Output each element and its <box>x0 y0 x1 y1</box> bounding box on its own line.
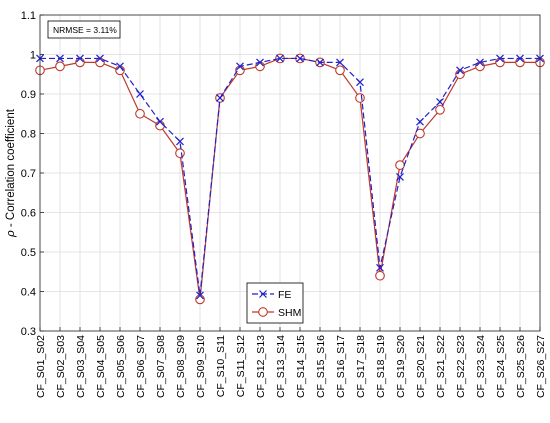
y-axis-label: ρ - Correlation coefficient <box>5 108 17 238</box>
x-tick-label: CF_S01_S02 <box>35 335 47 398</box>
data-point-shm <box>335 65 345 76</box>
data-point-shm <box>415 128 425 139</box>
series <box>35 53 545 305</box>
y-tick-label: 0.9 <box>21 89 36 101</box>
data-point-fe <box>236 62 244 71</box>
data-point-shm <box>375 270 385 281</box>
x-tick-label: CF_S19_S20 <box>395 335 407 398</box>
data-point-fe <box>276 54 284 63</box>
legend-label: FE <box>278 289 291 301</box>
data-point-fe <box>116 62 124 71</box>
legend-marker <box>258 307 268 317</box>
data-point-fe <box>96 54 104 63</box>
x-tick-label: CF_S15_S16 <box>315 335 327 398</box>
data-point-fe <box>416 117 424 126</box>
x-tick-label: CF_S20_S21 <box>415 335 427 398</box>
data-point-shm <box>55 61 65 72</box>
data-point-fe <box>256 58 264 67</box>
data-point-shm <box>355 93 365 103</box>
y-tick-label: 0.4 <box>21 287 36 299</box>
x-tick-label: CF_S06_S07 <box>135 335 147 398</box>
data-point-fe <box>336 58 344 67</box>
y-tick-label: 0.6 <box>21 208 36 220</box>
x-tick-label: CF_S18_S19 <box>375 335 387 398</box>
data-point-fe <box>176 137 184 146</box>
data-point-shm <box>175 148 185 159</box>
legend: FE SHM <box>246 282 304 324</box>
data-point-shm <box>395 160 405 170</box>
data-point-shm <box>435 104 445 115</box>
x-tick-label: CF_S09_S10 <box>195 335 207 398</box>
y-axis-ticks: 0.3 0.4 0.5 0.6 0.7 0.8 0.9 1 1.1 <box>21 10 44 338</box>
x-tick-label: CF_S23_S24 <box>475 335 487 398</box>
x-tick-label: CF_S26_S27 <box>535 335 547 398</box>
data-point-fe <box>476 58 484 67</box>
y-tick-label: 1 <box>30 50 36 62</box>
legend-item-shm: SHM <box>252 307 301 319</box>
data-point-fe <box>216 94 224 102</box>
data-point-shm <box>515 57 525 68</box>
x-tick-label: CF_S11_S12 <box>235 335 247 397</box>
annotation-box <box>47 20 121 39</box>
legend-item-fe: FE <box>252 289 291 301</box>
x-tick-label: CF_S05_S06 <box>115 335 127 398</box>
data-point-fe <box>56 54 64 63</box>
y-tick-label: 0.5 <box>21 247 36 259</box>
y-axis-label-text: - Correlation coefficient <box>5 108 17 230</box>
x-tick-label: CF_S21_S22 <box>435 335 447 398</box>
data-point-fe <box>496 54 504 63</box>
series-line-shm <box>39 57 540 300</box>
data-point-fe <box>316 58 324 67</box>
series-fe <box>36 54 544 300</box>
legend-box <box>246 282 304 324</box>
x-tick-label: CF_S04_S05 <box>95 335 107 398</box>
y-tick-label: 0.3 <box>21 326 36 338</box>
data-point-fe <box>356 78 364 87</box>
x-tick-label: CF_S25_S26 <box>515 335 527 398</box>
y-axis-label-symbol: ρ <box>5 230 17 238</box>
annotation-text: NRMSE = 3.11% <box>53 25 117 35</box>
y-tick-label: 0.8 <box>21 129 36 141</box>
data-point-fe <box>456 66 464 75</box>
x-tick-label: CF_S24_S25 <box>495 335 507 398</box>
data-point-fe <box>376 263 384 272</box>
y-tick-label: 0.7 <box>21 168 36 180</box>
data-point-fe <box>396 173 404 181</box>
y-tick-label: 1.1 <box>21 10 36 22</box>
x-axis-ticks: CF_S01_S02 CF_S02_S03 CF_S03_S04 CF_S04_S05… <box>35 327 547 398</box>
data-point-shm <box>495 57 505 68</box>
x-tick-label: CF_S02_S03 <box>55 335 67 398</box>
data-point-fe <box>76 54 84 63</box>
data-point-shm <box>75 57 85 68</box>
data-point-fe <box>516 54 524 63</box>
x-tick-label: CF_S16_S17 <box>335 335 347 398</box>
x-tick-label: CF_S17_S18 <box>355 335 367 398</box>
x-tick-label: CF_S13_S14 <box>275 335 287 398</box>
legend-marker <box>259 290 267 298</box>
x-tick-label: CF_S12_S13 <box>255 335 267 398</box>
x-tick-label: CF_S22_S23 <box>455 335 467 398</box>
nrmse-annotation: NRMSE = 3.11% <box>47 20 121 39</box>
data-point-fe <box>156 117 164 126</box>
x-tick-label: CF_S10_S11 <box>215 335 227 397</box>
data-point-shm <box>155 120 165 131</box>
data-point-shm <box>135 108 145 119</box>
legend-label: SHM <box>278 307 301 319</box>
data-point-fe <box>296 54 304 63</box>
x-tick-label: CF_S07_S08 <box>155 335 167 398</box>
data-point-shm <box>195 294 205 305</box>
data-point-fe <box>196 291 204 300</box>
data-point-fe <box>436 97 444 106</box>
x-tick-label: CF_S03_S04 <box>75 335 87 398</box>
x-tick-label: CF_S08_S09 <box>175 335 187 398</box>
data-point-fe <box>136 90 144 98</box>
x-tick-label: CF_S14_S15 <box>295 335 307 398</box>
